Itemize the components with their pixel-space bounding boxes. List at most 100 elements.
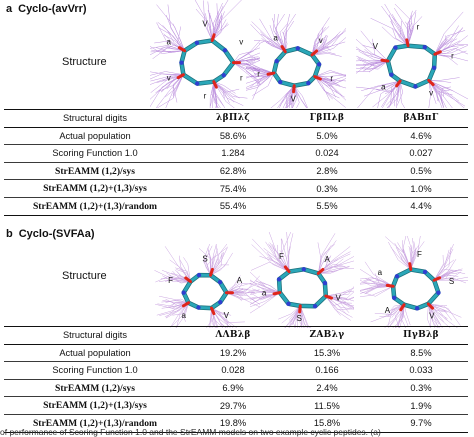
table-row: Actual population 19.2% 15.3% 8.5% [4, 344, 468, 362]
residue-label: a [381, 83, 386, 92]
table-row: StrEAMM (1,2)/sys 62.8% 2.8% 0.5% [4, 162, 468, 180]
value-cell: 62.8% [219, 166, 247, 177]
value-cell: 5.5% [316, 201, 338, 212]
value-cell: 0.033 [409, 365, 433, 376]
structural-digits-cell: ΓβΠλβ [309, 113, 345, 124]
residue-label: r [240, 74, 243, 83]
residue-label: A [237, 276, 243, 285]
table-row: Scoring Function 1.0 1.284 0.024 0.027 [4, 145, 468, 163]
panel-a-title: a Cyclo-(avVrr) [6, 3, 87, 15]
column-header-label: Structural digits [62, 113, 128, 124]
residue-label: a [181, 311, 186, 320]
row-label: StrEAMM (1,2)+(1,3)/random [32, 417, 158, 429]
value-cell: 6.9% [222, 383, 244, 394]
residue-label: a [166, 38, 171, 47]
residue-label: r [204, 92, 207, 101]
value-cell: 19.2% [219, 347, 247, 358]
panel-b-structure-3-image: S V Aa F [360, 236, 468, 328]
value-cell: 2.8% [316, 166, 338, 177]
value-cell: 1.9% [410, 400, 432, 411]
value-cell: 19.8% [219, 418, 247, 429]
table-row: StrEAMM (1,2)/sys 6.9% 2.4% 0.3% [4, 379, 468, 397]
value-cell: 0.028 [221, 365, 245, 376]
value-cell: 55.4% [219, 201, 247, 212]
panel-b-structure-label: Structure [62, 270, 107, 282]
residue-label: A [325, 255, 331, 264]
panel-a-structure-3-image: r v a Vr [356, 4, 468, 108]
panel-a-table: Structural digits λβΠλζ ΓβΠλβ βΑΒπΓ Actual p… [4, 109, 468, 216]
residue-label: r [330, 74, 333, 83]
row-label: StrEAMM (1,2)+(1,3)/random [32, 200, 158, 212]
residue-label: F [417, 250, 422, 259]
value-cell: 0.166 [315, 365, 339, 376]
value-cell: 0.3% [410, 383, 432, 394]
residue-label: V [336, 293, 342, 302]
panel-b-peptide-name: Cyclo-(SVFAa) [18, 228, 95, 240]
value-cell: 1.0% [410, 183, 432, 194]
structural-digits-cell: βΑΒπΓ [403, 113, 439, 124]
residue-label: F [279, 252, 284, 261]
table-row: StrEAMM (1,2)+(1,3)/sys 29.7% 11.5% 1.9% [4, 397, 468, 415]
row-label: StrEAMM (1,2)+(1,3)/sys [43, 183, 147, 195]
panel-b-letter: b [6, 228, 13, 240]
value-cell: 0.024 [315, 148, 339, 159]
residue-label: V [224, 311, 230, 320]
row-label: StrEAMM (1,2)+(1,3)/sys [43, 400, 147, 412]
table-row: StrEAMM (1,2)+(1,3)/sys 75.4% 0.3% 1.0% [4, 180, 468, 198]
value-cell: 8.5% [410, 347, 432, 358]
panel-a-structure-label: Structure [62, 56, 107, 68]
table-row: StrEAMM (1,2)+(1,3)/random 19.8% 15.8% 9.7% [4, 414, 468, 433]
panel-a-structure-2-image: v r Vr a [246, 14, 346, 108]
value-cell: 75.4% [219, 183, 247, 194]
structural-digits-cell: ΖΑΒλγ [309, 330, 345, 341]
value-cell: 4.4% [410, 201, 432, 212]
row-label: Actual population [59, 347, 131, 358]
residue-label: a [273, 33, 278, 42]
value-cell: 11.5% [314, 400, 340, 411]
residue-label: F [168, 276, 173, 285]
residue-label: a [378, 268, 383, 277]
row-label: StrEAMM (1,2)/sys [55, 165, 135, 177]
table-row: Actual population 58.6% 5.0% 4.6% [4, 127, 468, 145]
residue-label: a [262, 289, 267, 298]
structural-digits-cell: ΛΛΒλβ [215, 330, 251, 341]
table-row: StrEAMM (1,2)+(1,3)/random 55.4% 5.5% 4.4% [4, 197, 468, 216]
value-cell: 2.4% [316, 383, 338, 394]
residue-label: V [373, 42, 379, 51]
panel-a-peptide-name: Cyclo-(avVrr) [18, 3, 87, 15]
residue-label: S [297, 314, 302, 323]
residue-label: r [451, 51, 454, 60]
residue-label: S [449, 277, 454, 286]
panel-b-structure-2-image: A V Sa F [250, 232, 354, 328]
residue-label: V [429, 311, 435, 320]
panel-b-title: b Cyclo-(SVFAa) [6, 228, 95, 240]
residue-label: v [239, 38, 243, 47]
structural-digits-cell: ΠγΒλβ [403, 330, 439, 341]
table-row: Scoring Function 1.0 0.028 0.166 0.033 [4, 362, 468, 380]
value-cell: 15.3% [313, 347, 341, 358]
column-header-label: Structural digits [62, 330, 128, 341]
value-cell: 58.6% [219, 130, 247, 141]
value-cell: 29.7% [219, 400, 247, 411]
value-cell: 15.8% [313, 418, 341, 429]
table-header-row: Structural digits λβΠλζ ΓβΠλβ βΑΒπΓ [4, 109, 468, 128]
residue-label: V [291, 95, 297, 104]
residue-label: A [385, 306, 391, 315]
residue-label: v [429, 89, 433, 98]
residue-label: r [417, 23, 420, 32]
value-cell: 0.3% [316, 183, 338, 194]
figure-caption: of performance of Scoring Function 1.0 a… [0, 427, 381, 437]
value-cell: 1.284 [221, 148, 245, 159]
residue-label: V [202, 20, 208, 29]
residue-label: v [319, 36, 323, 45]
value-cell: 0.5% [410, 166, 432, 177]
value-cell: 5.0% [316, 130, 338, 141]
panel-a-structure-1-image: Vv r r v a [150, 0, 260, 108]
row-label: Scoring Function 1.0 [52, 365, 138, 376]
